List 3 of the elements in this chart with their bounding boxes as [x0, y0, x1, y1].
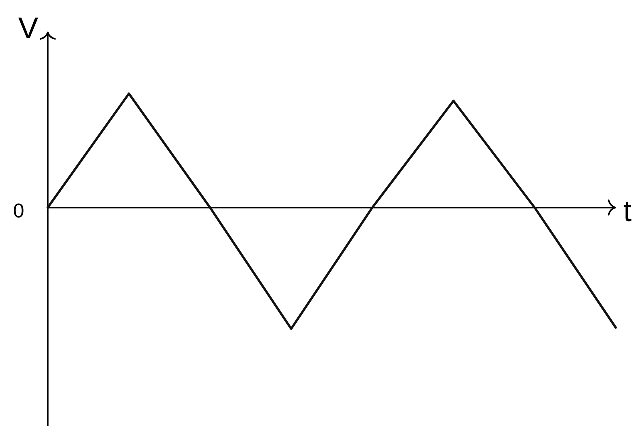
y-axis-title: V — [18, 18, 38, 38]
text: 0 — [14, 204, 24, 218]
x-axis-title: t — [624, 202, 632, 222]
